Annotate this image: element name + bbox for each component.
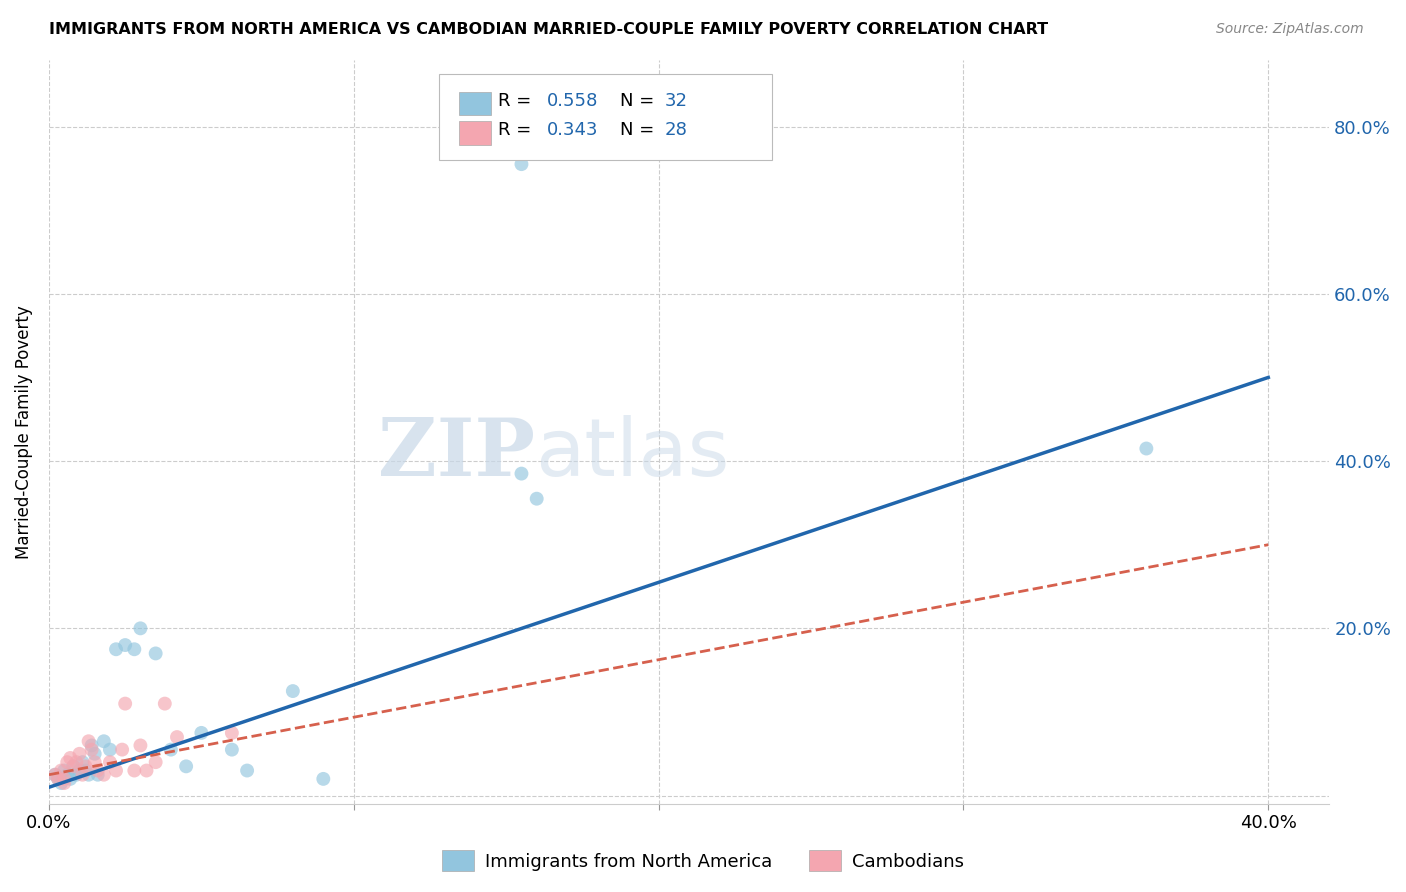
Point: [145, 647, 167, 661]
Point: [190, 726, 212, 740]
Point: [221, 742, 243, 756]
Text: atlas: atlas: [536, 415, 730, 493]
Point: [111, 742, 134, 756]
Point: [312, 772, 335, 786]
Text: IMMIGRANTS FROM NORTH AMERICA VS CAMBODIAN MARRIED-COUPLE FAMILY POVERTY CORRELA: IMMIGRANTS FROM NORTH AMERICA VS CAMBODI…: [49, 22, 1049, 37]
Point: [105, 764, 128, 778]
Point: [56, 755, 79, 769]
Point: [72, 768, 94, 782]
Y-axis label: Married-Couple Family Poverty: Married-Couple Family Poverty: [15, 305, 32, 558]
Legend: Immigrants from North America, Cambodians: Immigrants from North America, Cambodian…: [434, 843, 972, 879]
Point: [124, 764, 146, 778]
Text: 28: 28: [665, 121, 688, 139]
Point: [93, 768, 115, 782]
Point: [59, 772, 82, 786]
Point: [69, 764, 91, 778]
Text: ZIP: ZIP: [378, 415, 536, 493]
Point: [80, 742, 103, 756]
Point: [51, 776, 73, 790]
FancyBboxPatch shape: [458, 92, 491, 115]
FancyBboxPatch shape: [458, 121, 491, 145]
Point: [174, 759, 197, 773]
Point: [62, 759, 84, 773]
FancyBboxPatch shape: [440, 75, 772, 160]
Text: N =: N =: [620, 121, 659, 139]
Point: [77, 734, 100, 748]
Text: Source: ZipAtlas.com: Source: ZipAtlas.com: [1216, 22, 1364, 37]
Point: [124, 642, 146, 657]
Text: N =: N =: [620, 92, 659, 110]
Point: [51, 764, 73, 778]
Point: [87, 764, 110, 778]
Point: [75, 759, 97, 773]
Text: 0.558: 0.558: [547, 92, 599, 110]
Point: [83, 755, 105, 769]
Point: [44, 768, 66, 782]
Text: R =: R =: [498, 121, 537, 139]
Point: [65, 755, 87, 769]
Point: [62, 759, 84, 773]
Point: [59, 751, 82, 765]
Point: [69, 747, 91, 761]
Point: [98, 742, 121, 756]
Point: [510, 157, 533, 171]
Point: [129, 739, 152, 753]
Point: [221, 726, 243, 740]
Text: 32: 32: [665, 92, 688, 110]
Point: [281, 684, 304, 698]
Point: [83, 747, 105, 761]
Point: [72, 755, 94, 769]
Point: [105, 642, 128, 657]
Point: [160, 742, 183, 756]
Point: [46, 772, 69, 786]
Point: [93, 734, 115, 748]
Point: [166, 730, 188, 744]
Point: [77, 768, 100, 782]
Point: [98, 755, 121, 769]
Text: R =: R =: [498, 92, 537, 110]
Point: [53, 772, 76, 786]
Point: [44, 768, 66, 782]
Point: [87, 768, 110, 782]
Point: [56, 768, 79, 782]
Point: [129, 621, 152, 635]
Point: [53, 764, 76, 778]
Point: [526, 491, 548, 506]
Point: [145, 755, 167, 769]
Text: 0.343: 0.343: [547, 121, 599, 139]
Point: [114, 697, 136, 711]
Point: [236, 764, 259, 778]
Point: [153, 697, 176, 711]
Point: [65, 768, 87, 782]
Point: [135, 764, 157, 778]
Point: [114, 638, 136, 652]
Point: [1135, 442, 1157, 456]
Point: [46, 772, 69, 786]
Point: [53, 776, 76, 790]
Point: [80, 739, 103, 753]
Point: [75, 764, 97, 778]
Point: [510, 467, 533, 481]
